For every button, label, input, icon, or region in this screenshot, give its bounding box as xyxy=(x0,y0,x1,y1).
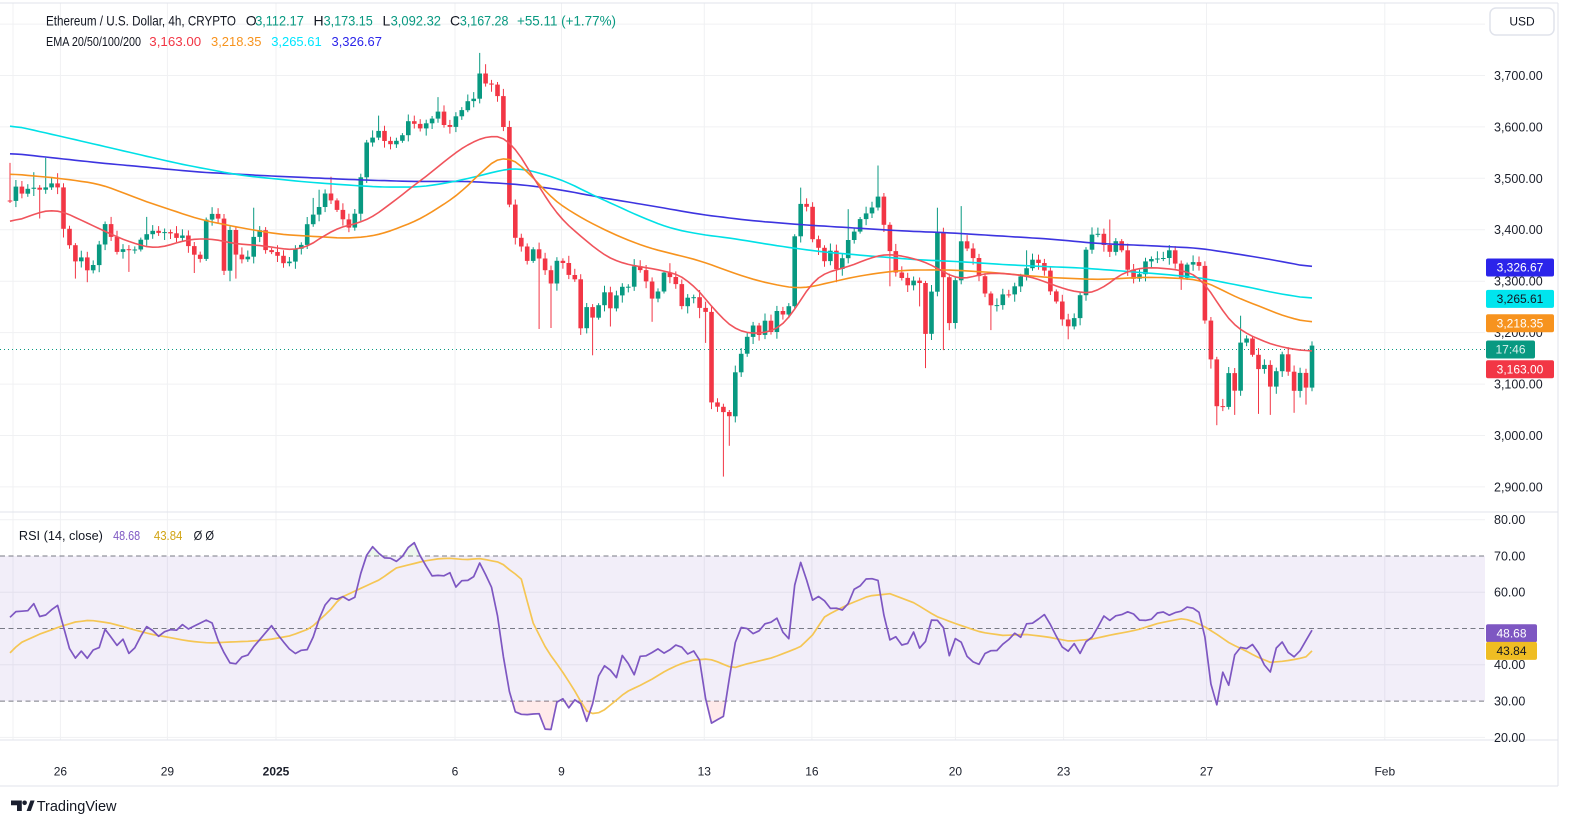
svg-text:C: C xyxy=(450,12,460,28)
svg-text:3,218.35: 3,218.35 xyxy=(211,34,261,49)
svg-text:3,326.67: 3,326.67 xyxy=(1497,261,1544,275)
svg-text:Feb: Feb xyxy=(1374,765,1395,779)
svg-text:3,218.35: 3,218.35 xyxy=(1497,316,1544,330)
svg-text:27: 27 xyxy=(1200,765,1214,779)
svg-text:3,100.00: 3,100.00 xyxy=(1494,377,1543,391)
svg-text:3,173.15: 3,173.15 xyxy=(324,12,373,28)
svg-text:26: 26 xyxy=(54,765,68,779)
svg-text:9: 9 xyxy=(558,765,565,779)
svg-text:20.00: 20.00 xyxy=(1494,731,1525,745)
svg-text:40.00: 40.00 xyxy=(1494,658,1525,672)
svg-text:EMA 20/50/100/200: EMA 20/50/100/200 xyxy=(46,34,141,49)
svg-text:3,000.00: 3,000.00 xyxy=(1494,429,1543,443)
svg-text:3,300.00: 3,300.00 xyxy=(1494,275,1543,289)
svg-text:6: 6 xyxy=(452,765,459,779)
svg-text:70.00: 70.00 xyxy=(1494,549,1525,563)
svg-text:3,700.00: 3,700.00 xyxy=(1494,69,1543,83)
svg-text:17:46: 17:46 xyxy=(1495,343,1525,357)
svg-text:16: 16 xyxy=(805,765,819,779)
svg-text:48.68: 48.68 xyxy=(1496,627,1526,641)
svg-text:43.84: 43.84 xyxy=(1496,644,1526,658)
svg-text:3,112.17: 3,112.17 xyxy=(255,12,304,28)
svg-text:30.00: 30.00 xyxy=(1494,695,1525,709)
svg-text:13: 13 xyxy=(698,765,712,779)
svg-text:3,600.00: 3,600.00 xyxy=(1494,120,1543,134)
svg-text:Ø Ø: Ø Ø xyxy=(194,529,215,543)
svg-text:29: 29 xyxy=(161,765,175,779)
svg-text:H: H xyxy=(314,12,324,28)
svg-text:+55.11 (+1.77%): +55.11 (+1.77%) xyxy=(517,12,616,28)
svg-text:43.84: 43.84 xyxy=(154,529,183,543)
svg-text:3,092.32: 3,092.32 xyxy=(391,12,442,28)
svg-text:Ethereum / U.S. Dollar, 4h, CR: Ethereum / U.S. Dollar, 4h, CRYPTO xyxy=(46,12,236,28)
svg-text:3,500.00: 3,500.00 xyxy=(1494,172,1543,186)
svg-text:80.00: 80.00 xyxy=(1494,513,1525,527)
svg-text:2025: 2025 xyxy=(263,765,290,779)
svg-text:2,900.00: 2,900.00 xyxy=(1494,480,1543,494)
svg-text:RSI (14, close): RSI (14, close) xyxy=(19,529,103,543)
svg-text:60.00: 60.00 xyxy=(1494,586,1525,600)
svg-text:3,265.61: 3,265.61 xyxy=(1497,292,1544,306)
svg-text:20: 20 xyxy=(949,765,963,779)
svg-text:L: L xyxy=(383,12,391,28)
svg-text:USD: USD xyxy=(1509,15,1535,29)
svg-text:3,326.67: 3,326.67 xyxy=(332,34,382,49)
svg-text:3,163.00: 3,163.00 xyxy=(149,34,201,49)
svg-text:TradingView: TradingView xyxy=(37,799,117,815)
svg-text:3,265.61: 3,265.61 xyxy=(271,34,322,49)
svg-text:23: 23 xyxy=(1057,765,1071,779)
svg-text:48.68: 48.68 xyxy=(113,529,140,543)
svg-text:3,400.00: 3,400.00 xyxy=(1494,223,1543,237)
svg-text:O: O xyxy=(246,12,257,28)
svg-text:3,163.00: 3,163.00 xyxy=(1497,363,1544,377)
svg-text:3,167.28: 3,167.28 xyxy=(460,12,509,28)
